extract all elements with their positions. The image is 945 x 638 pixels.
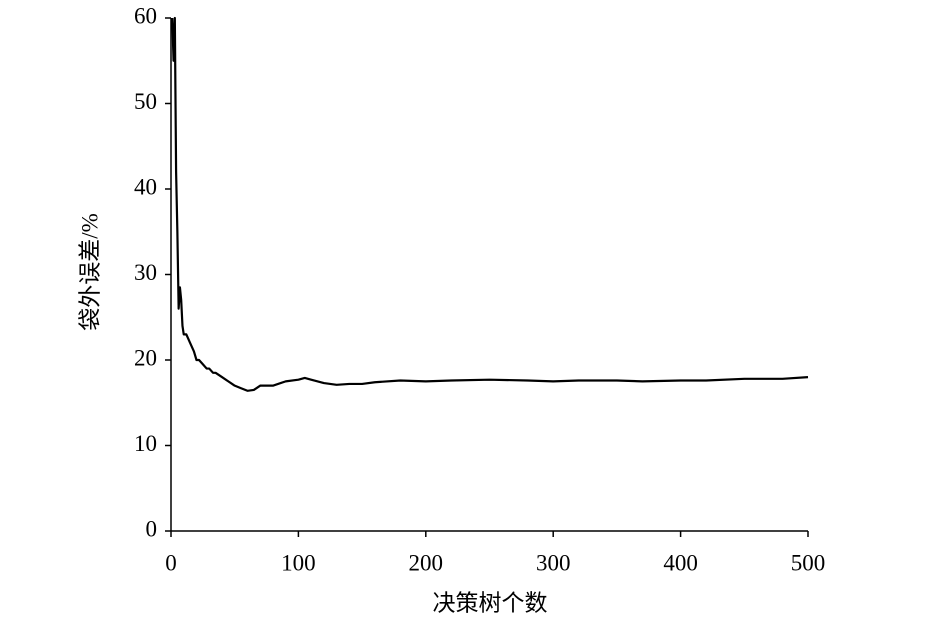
x-tick-label: 400 [663,550,698,575]
x-tick-label: 0 [165,550,177,575]
x-axis-label: 决策树个数 [433,590,548,615]
x-tick-label: 100 [281,550,316,575]
x-tick-label: 200 [409,550,444,575]
y-tick-label: 20 [134,345,157,370]
y-tick-label: 0 [146,516,158,541]
x-tick-label: 300 [536,550,571,575]
x-tick-label: 500 [791,550,826,575]
y-tick-label: 40 [134,174,157,199]
y-tick-label: 60 [134,3,157,28]
y-tick-label: 10 [134,431,157,456]
data-line [171,16,809,392]
y-tick-label: 50 [134,89,157,114]
y-tick-label: 30 [134,260,157,285]
y-axis-label: 袋外误差/% [77,213,102,331]
